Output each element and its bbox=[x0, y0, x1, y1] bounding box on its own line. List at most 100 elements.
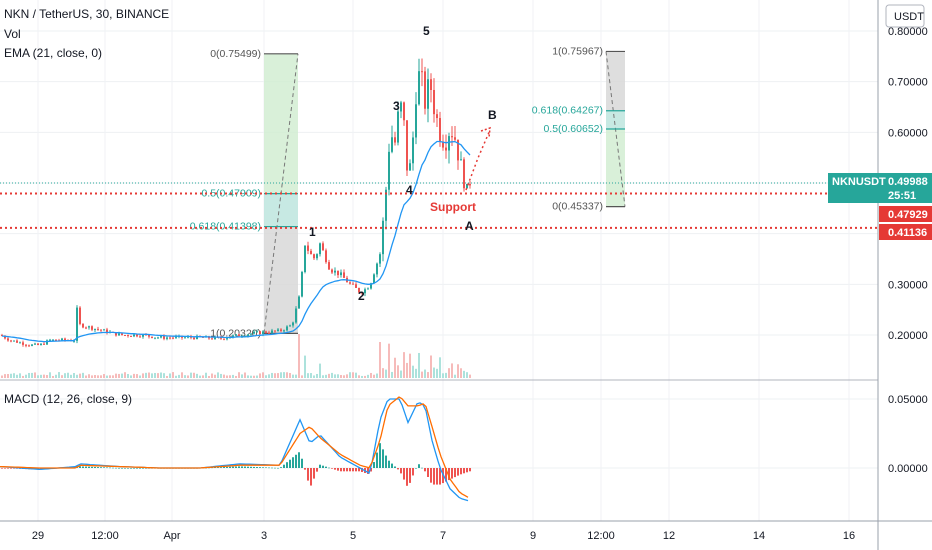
candle-body bbox=[49, 339, 51, 341]
support-lower-tag: 0.41136 bbox=[879, 224, 932, 240]
volume-bar bbox=[115, 373, 117, 378]
macd-histogram-bar bbox=[436, 468, 438, 485]
candle-body bbox=[409, 163, 411, 171]
candle-body bbox=[46, 340, 48, 345]
macd-histogram-bar bbox=[4, 468, 6, 469]
macd-histogram-bar bbox=[307, 468, 309, 481]
ema-legend[interactable]: EMA (21, close, 0) bbox=[4, 46, 102, 60]
volume-bar bbox=[139, 375, 141, 378]
macd-histogram-bar bbox=[301, 458, 303, 468]
candle-body bbox=[223, 338, 225, 340]
fib-level-label: 0.5(0.60652) bbox=[543, 123, 603, 135]
price-tick-label: 0.60000 bbox=[888, 127, 928, 139]
candle-body bbox=[331, 269, 333, 273]
macd-histogram-bar bbox=[244, 466, 246, 468]
volume-bar bbox=[394, 357, 396, 378]
volume-bar bbox=[328, 373, 330, 378]
volume-bar bbox=[142, 373, 144, 378]
volume-bar bbox=[361, 375, 363, 378]
signal-line bbox=[0, 396, 469, 498]
candle-body bbox=[397, 111, 399, 143]
fib-retracement-left[interactable]: 0(0.75499)0.5(0.47909)0.618(0.41398)1(0.… bbox=[190, 48, 299, 340]
macd-histogram-bar bbox=[367, 468, 369, 474]
volume-bar bbox=[316, 373, 318, 378]
candle-body bbox=[4, 336, 6, 339]
volume-legend[interactable]: Vol bbox=[4, 27, 21, 41]
volume-bar bbox=[151, 373, 153, 378]
volume-bar bbox=[460, 368, 462, 378]
macd-histogram-bar bbox=[448, 468, 450, 481]
macd-histogram-bar bbox=[94, 466, 96, 468]
volume-bar bbox=[16, 374, 18, 378]
volume-bar bbox=[358, 375, 360, 378]
macd-histogram-bar bbox=[316, 468, 318, 472]
volume-bar bbox=[235, 375, 237, 378]
candle-body bbox=[385, 189, 387, 221]
volume-bar bbox=[238, 372, 240, 378]
macd-histogram-bar bbox=[355, 468, 357, 472]
candle-body bbox=[121, 333, 123, 336]
candle-body bbox=[163, 336, 165, 339]
macd-histogram-bar bbox=[139, 468, 141, 469]
volume-bar bbox=[247, 375, 249, 378]
volume-bar bbox=[112, 375, 114, 378]
candle-body bbox=[43, 343, 45, 345]
macd-histogram-bar bbox=[418, 464, 420, 468]
macd-histogram-bar bbox=[385, 455, 387, 468]
candle-body bbox=[445, 147, 447, 151]
candle-body bbox=[307, 245, 309, 251]
volume-bar bbox=[160, 372, 162, 378]
macd-histogram-bar bbox=[334, 468, 336, 470]
price-candles bbox=[1, 58, 471, 348]
macd-histogram-bar bbox=[361, 468, 363, 472]
volume-bar bbox=[352, 372, 354, 378]
candle-body bbox=[286, 326, 288, 331]
candle-body bbox=[310, 250, 312, 255]
candle-body bbox=[355, 284, 357, 288]
macd-histogram-bar bbox=[373, 462, 375, 468]
volume-bar bbox=[223, 374, 225, 378]
volume-bar bbox=[382, 368, 384, 378]
macd-legend[interactable]: MACD (12, 26, close, 9) bbox=[4, 392, 132, 406]
macd-histogram-bar bbox=[343, 468, 345, 472]
candle-body bbox=[361, 292, 363, 294]
macd-histogram-bar bbox=[247, 466, 249, 468]
volume-bar bbox=[283, 372, 285, 378]
candle-body bbox=[403, 102, 405, 121]
volume-bar bbox=[271, 372, 273, 378]
volume-bar bbox=[61, 375, 63, 378]
time-tick-label: 5 bbox=[350, 530, 356, 542]
volume-bar bbox=[340, 374, 342, 378]
volume-bar bbox=[196, 373, 198, 378]
macd-histogram-bar bbox=[82, 466, 84, 468]
macd-line bbox=[0, 398, 469, 502]
macd-histogram-bar bbox=[349, 468, 351, 472]
wave-label-b: B bbox=[488, 108, 497, 122]
time-tick-label: 12 bbox=[663, 530, 675, 542]
macd-histogram-bar bbox=[388, 460, 390, 468]
candle-body bbox=[133, 334, 135, 337]
macd-histogram-bar bbox=[469, 468, 471, 472]
candle-body bbox=[433, 89, 435, 115]
macd-histogram-bar bbox=[460, 468, 462, 475]
macd-histogram-bar bbox=[97, 467, 99, 468]
macd-axis[interactable]: 0.05000 0.00000 bbox=[888, 394, 928, 475]
candle-body bbox=[145, 334, 147, 336]
volume-bar bbox=[145, 372, 147, 378]
volume-bar bbox=[298, 334, 300, 378]
currency-button[interactable]: USDT bbox=[885, 4, 925, 28]
time-tick-label: 7 bbox=[440, 530, 446, 542]
bar-countdown: 25:51 bbox=[888, 190, 916, 202]
time-axis[interactable]: 29 12:00 Apr 3 5 7 9 12:00 12 14 16 bbox=[32, 530, 855, 542]
symbol-title[interactable]: NKN / TetherUS, 30, BINANCE bbox=[4, 7, 169, 21]
candle-body bbox=[460, 159, 462, 161]
candle-body bbox=[40, 343, 42, 345]
candle-body bbox=[226, 338, 228, 340]
wave-label-1: 1 bbox=[309, 225, 316, 239]
candle-body bbox=[391, 137, 393, 152]
fib-retracement-right[interactable]: 1(0.75967) 0.618(0.64267) 0.5(0.60652) 0(0.… bbox=[532, 45, 626, 213]
macd-histogram-bar bbox=[337, 468, 339, 471]
candle-body bbox=[376, 263, 378, 275]
time-tick-label: 12:00 bbox=[91, 530, 119, 542]
